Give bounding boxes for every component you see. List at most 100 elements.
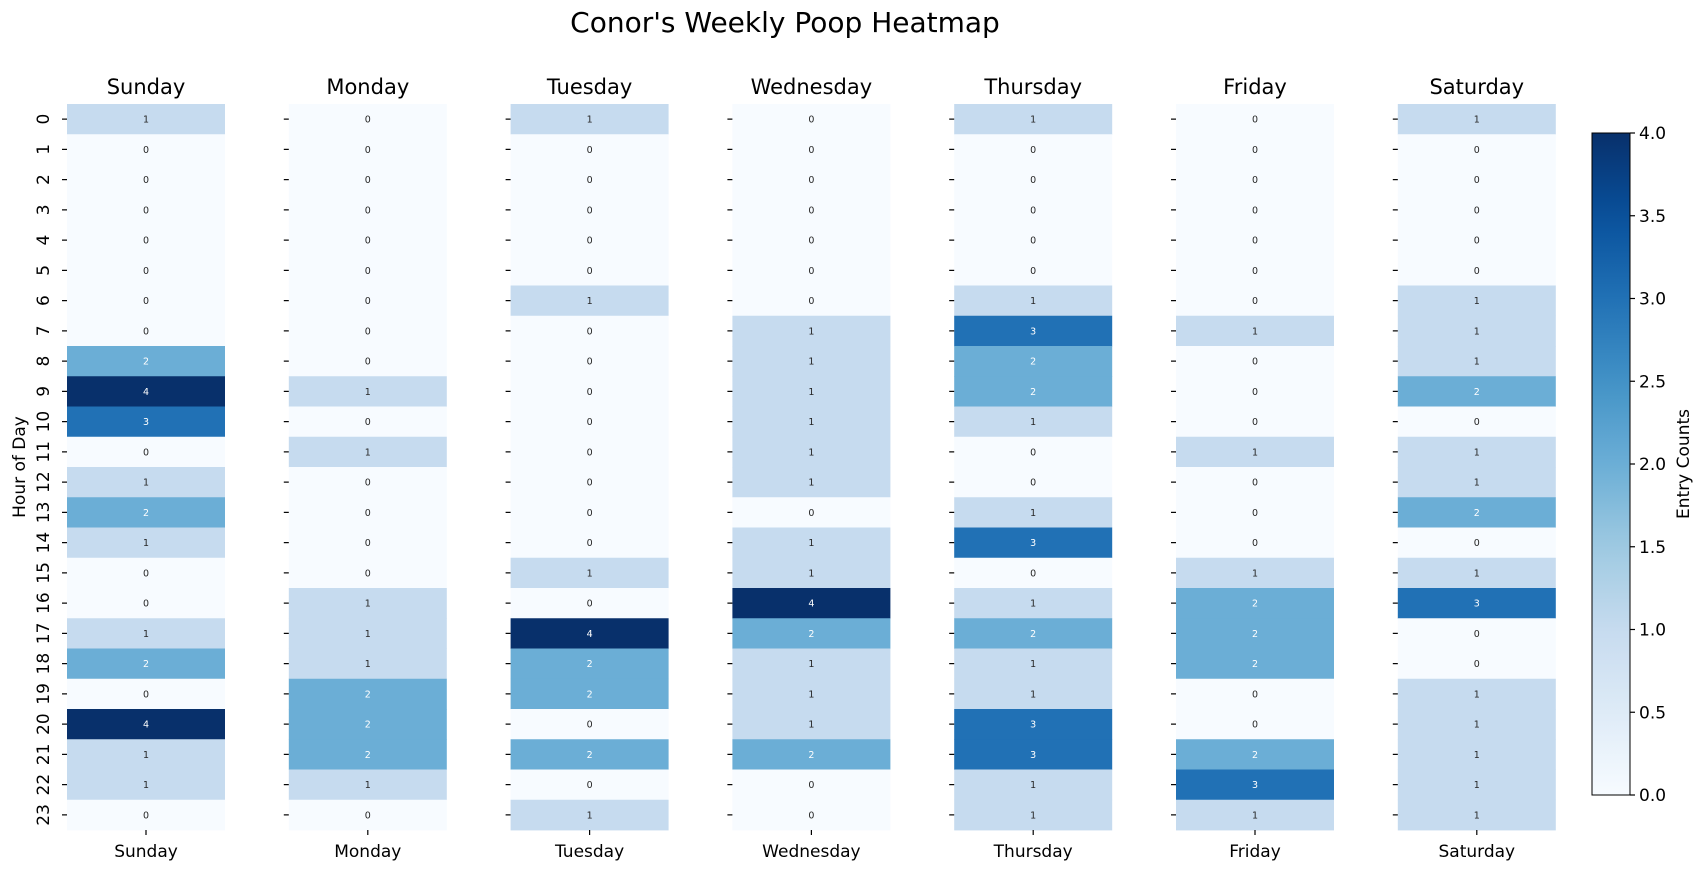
cell-value-label: 0	[1252, 145, 1258, 156]
cell-value-label: 0	[587, 236, 593, 247]
heatmap-cell-saturday-18	[1397, 648, 1556, 680]
heatmap-cell-sunday-0	[67, 104, 225, 135]
cell-value-label: 1	[1030, 296, 1036, 307]
colorbar-tick-label: 3.0	[1639, 290, 1666, 310]
heatmap-cell-thursday-8	[954, 346, 1113, 377]
colorbar-tick-label: 0.5	[1639, 703, 1666, 723]
heatmap-cell-saturday-6	[1397, 285, 1556, 317]
cell-value-label: 0	[365, 175, 371, 186]
y-tick-label: 13	[34, 502, 54, 524]
cell-value-label: 0	[1030, 266, 1036, 277]
cell-value-label: 1	[1474, 447, 1480, 458]
heatmap-cell-wednesday-21	[732, 739, 891, 770]
cell-value-label: 1	[1474, 357, 1480, 368]
heatmap-cell-sunday-18	[67, 648, 225, 680]
cell-value-label: 0	[587, 175, 593, 186]
heatmap-cell-tuesday-5	[510, 255, 669, 286]
cell-value-label: 0	[143, 145, 149, 156]
chart-title: Conor's Weekly Poop Heatmap	[570, 6, 1000, 39]
cell-value-label: 1	[365, 659, 371, 670]
cell-value-label: 0	[365, 478, 371, 489]
heatmap-cell-wednesday-8	[732, 346, 891, 377]
cell-value-label: 1	[1474, 478, 1480, 489]
heatmap-cell-sunday-16	[67, 588, 225, 619]
heatmap-cell-monday-4	[288, 225, 447, 256]
cell-value-label: 0	[365, 115, 371, 126]
cell-value-label: 0	[365, 357, 371, 368]
heatmap-cell-tuesday-3	[510, 194, 669, 226]
heatmap-cell-tuesday-0	[510, 104, 669, 135]
cell-value-label: 2	[365, 689, 371, 700]
heatmap-cell-thursday-21	[954, 739, 1113, 770]
cell-value-label: 0	[143, 599, 149, 610]
heatmap-cell-monday-5	[288, 255, 447, 286]
panel-title-monday: Monday	[326, 75, 409, 99]
heatmap-cell-friday-18	[1176, 648, 1334, 680]
cell-value-label: 2	[1252, 629, 1258, 640]
heatmap-cell-sunday-2	[67, 164, 225, 196]
heatmap-cell-thursday-20	[954, 709, 1113, 740]
cell-value-label: 3	[1252, 780, 1258, 791]
heatmap-cell-friday-20	[1176, 709, 1334, 740]
cell-value-label: 1	[808, 720, 814, 731]
cell-value-label: 0	[1474, 417, 1480, 428]
cell-value-label: 0	[143, 266, 149, 277]
heatmap-cell-saturday-19	[1397, 678, 1556, 710]
heatmap-cell-thursday-23	[954, 799, 1113, 831]
cell-value-label: 0	[587, 205, 593, 216]
cell-value-label: 1	[587, 296, 593, 307]
heatmap-cell-monday-16	[288, 588, 447, 619]
heatmap-cell-wednesday-12	[732, 467, 891, 498]
heatmap-cell-monday-0	[288, 104, 447, 135]
cell-value-label: 2	[143, 659, 149, 670]
y-tick-label: 12	[34, 471, 54, 493]
cell-value-label: 1	[1474, 780, 1480, 791]
cell-value-label: 0	[1252, 236, 1258, 247]
cell-value-label: 0	[143, 205, 149, 216]
cell-value-label: 0	[587, 720, 593, 731]
heatmap-cell-sunday-7	[67, 315, 225, 347]
heatmap-cell-thursday-12	[954, 467, 1113, 498]
heatmap-cell-tuesday-17	[510, 618, 669, 649]
heatmap-cell-monday-18	[288, 648, 447, 680]
heatmap-cell-monday-21	[288, 739, 447, 770]
cell-value-label: 1	[1030, 115, 1036, 126]
cell-value-label: 2	[587, 689, 593, 700]
heatmap-cell-sunday-19	[67, 678, 225, 710]
cell-value-label: 0	[143, 236, 149, 247]
cell-value-label: 3	[1030, 720, 1036, 731]
cell-value-label: 1	[1030, 780, 1036, 791]
heatmap-cell-monday-14	[288, 527, 447, 559]
cell-value-label: 2	[587, 659, 593, 670]
heatmap-cell-monday-9	[288, 376, 447, 407]
cell-value-label: 1	[808, 659, 814, 670]
cell-value-label: 1	[1030, 599, 1036, 610]
x-tick-label-wednesday: Wednesday	[762, 842, 860, 862]
cell-value-label: 1	[1474, 568, 1480, 579]
cell-value-label: 1	[808, 689, 814, 700]
colorbar-tick-label: 2.0	[1639, 455, 1666, 475]
heatmap-cell-friday-0	[1176, 104, 1334, 135]
cell-value-label: 1	[587, 810, 593, 821]
cell-value-label: 1	[1474, 810, 1480, 821]
heatmap-cell-tuesday-15	[510, 557, 669, 589]
heatmap-cell-saturday-0	[1397, 104, 1556, 135]
cell-value-label: 0	[365, 568, 371, 579]
cell-value-label: 0	[1252, 357, 1258, 368]
heatmap-cell-wednesday-9	[732, 376, 891, 407]
heatmap-cell-thursday-18	[954, 648, 1113, 680]
cell-value-label: 0	[1030, 145, 1036, 156]
cell-value-label: 0	[587, 417, 593, 428]
y-tick-label: 4	[34, 235, 54, 246]
heatmap-cell-friday-7	[1176, 315, 1334, 347]
cell-value-label: 0	[1030, 236, 1036, 247]
heatmap-cell-sunday-11	[67, 436, 225, 468]
cell-value-label: 0	[587, 478, 593, 489]
cell-value-label: 0	[1474, 175, 1480, 186]
cell-value-label: 1	[808, 568, 814, 579]
heatmap-cell-saturday-11	[1397, 436, 1556, 468]
panel-title-sunday: Sunday	[107, 75, 186, 99]
heatmap-cell-monday-22	[288, 769, 447, 801]
cell-value-label: 0	[587, 326, 593, 337]
y-tick-label: 3	[34, 204, 54, 215]
